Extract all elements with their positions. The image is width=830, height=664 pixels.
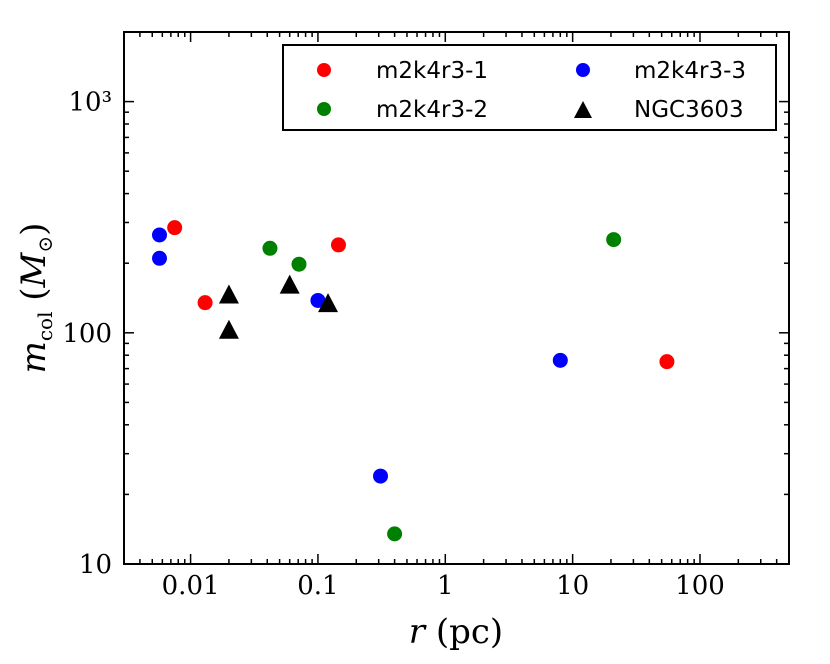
data-marks <box>152 220 674 541</box>
point-ngc3603 <box>280 275 300 294</box>
point-m2k4r3-2 <box>387 526 402 541</box>
legend-label-ngc3603: NGC3603 <box>634 97 744 123</box>
legend-marker-m2k4r3-2 <box>317 102 331 116</box>
tick-labels: 0.01 0.1 1 10 100 10 100 10³ <box>62 88 724 601</box>
point-m2k4r3-1 <box>198 295 213 310</box>
legend: m2k4r3-1 m2k4r3-2 m2k4r3-3 NGC3603 <box>283 45 776 130</box>
point-m2k4r3-2 <box>262 241 277 256</box>
x-tick-label: 100 <box>675 571 725 601</box>
legend-label-m2k4r3-3: m2k4r3-3 <box>634 58 746 84</box>
legend-label-m2k4r3-2: m2k4r3-2 <box>376 97 488 123</box>
point-ngc3603 <box>219 320 239 339</box>
point-m2k4r3-3 <box>553 353 568 368</box>
legend-marker-m2k4r3-3 <box>576 63 590 77</box>
point-ngc3603 <box>219 284 239 303</box>
point-m2k4r3-3 <box>373 469 388 484</box>
legend-label-m2k4r3-1: m2k4r3-1 <box>376 58 488 84</box>
point-m2k4r3-1 <box>167 220 182 235</box>
point-m2k4r3-3 <box>152 251 167 266</box>
y-axis-label: mcol (M⊙) <box>14 223 57 374</box>
point-m2k4r3-3 <box>152 227 167 242</box>
x-tick-label: 1 <box>437 571 454 601</box>
y-tick-label: 100 <box>62 319 112 349</box>
x-axis-label: r (pc) <box>409 612 503 652</box>
y-tick-label: 10³ <box>68 88 112 118</box>
y-tick-label: 10 <box>79 550 112 580</box>
x-tick-label: 0.01 <box>162 571 220 601</box>
x-tick-label: 10 <box>556 571 589 601</box>
x-tick-label: 0.1 <box>297 571 338 601</box>
legend-marker-m2k4r3-1 <box>317 63 331 77</box>
point-m2k4r3-1 <box>659 354 674 369</box>
point-m2k4r3-1 <box>331 237 346 252</box>
point-m2k4r3-2 <box>606 232 621 247</box>
scatter-chart: 0.01 0.1 1 10 100 10 100 10³ r (pc) mcol (M⊙) m… <box>0 0 830 664</box>
point-m2k4r3-2 <box>291 257 306 272</box>
